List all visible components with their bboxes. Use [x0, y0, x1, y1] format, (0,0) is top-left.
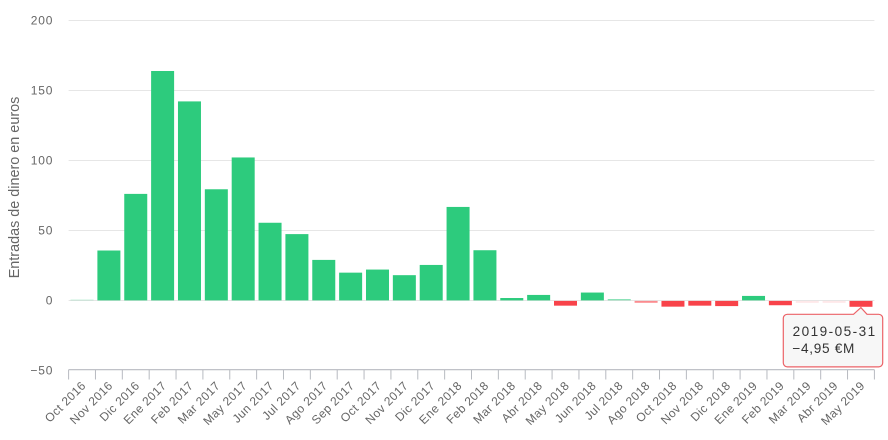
- svg-text:Entradas de dinero en euros: Entradas de dinero en euros: [7, 97, 23, 279]
- svg-text:2019-05-31: 2019-05-31: [793, 324, 877, 339]
- svg-text:200: 200: [31, 13, 53, 27]
- svg-text:100: 100: [31, 154, 53, 168]
- svg-text:0: 0: [46, 294, 53, 308]
- svg-text:150: 150: [31, 83, 53, 97]
- svg-text:−4,95 €M: −4,95 €M: [792, 341, 855, 356]
- svg-text:−50: −50: [30, 364, 53, 378]
- svg-text:50: 50: [38, 224, 53, 238]
